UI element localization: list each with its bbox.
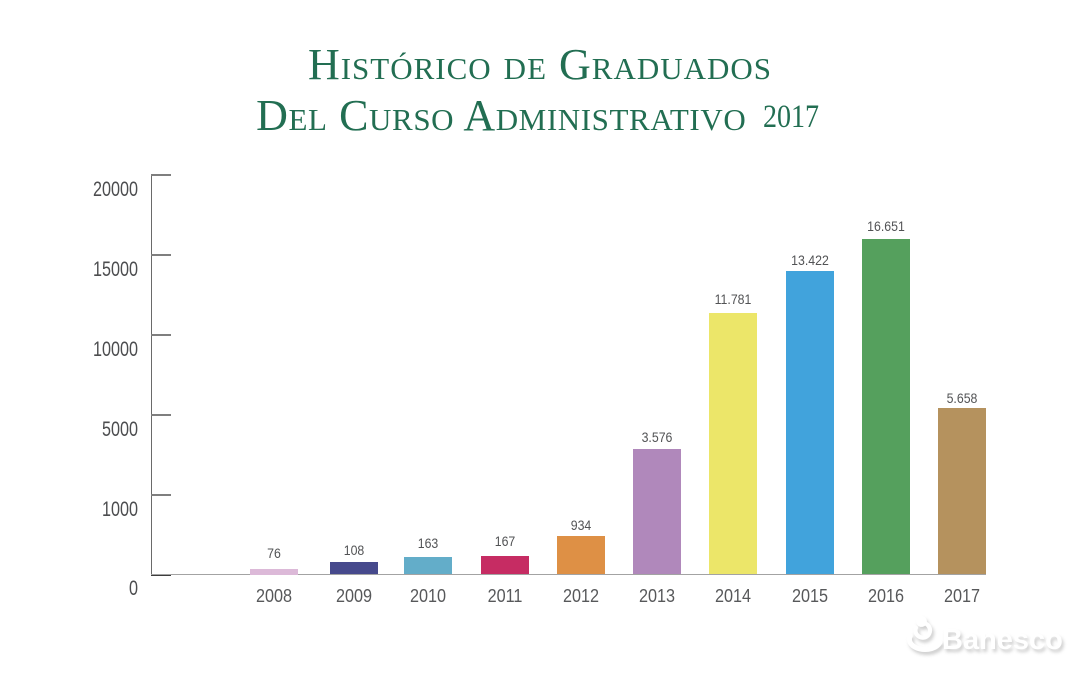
svg-text:Banesco: Banesco [942, 624, 1063, 656]
